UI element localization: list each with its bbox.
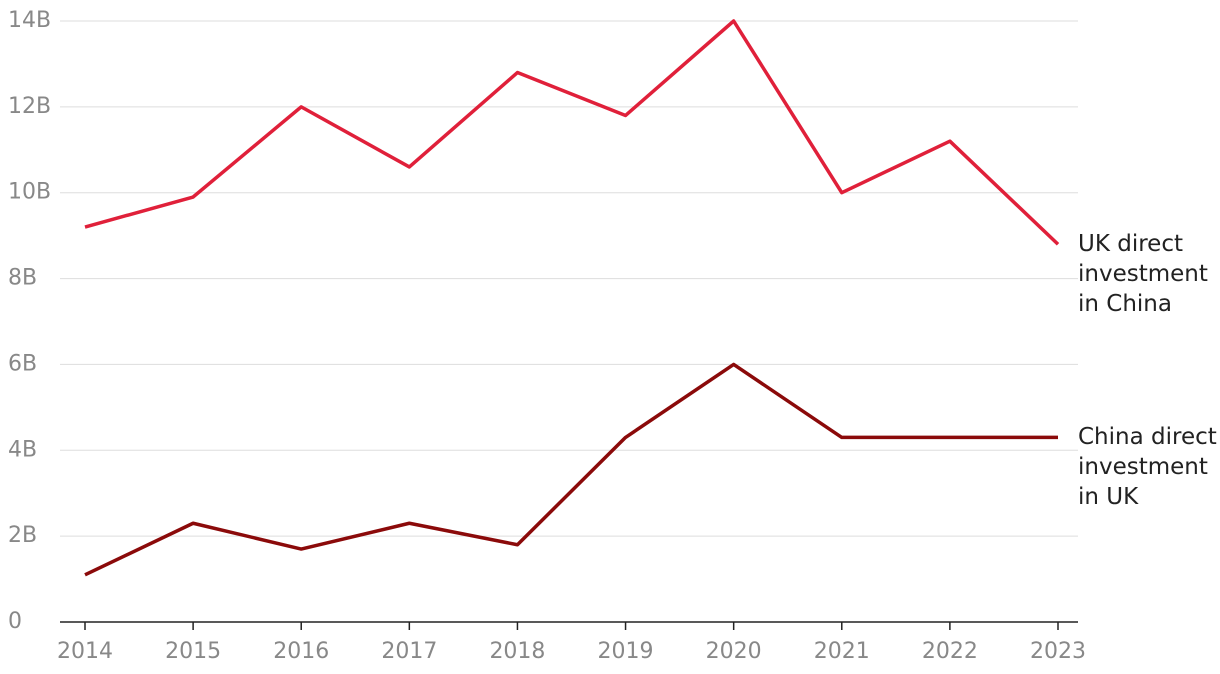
y-tick-label: 12B [8, 94, 51, 119]
series-line [84, 362, 1058, 577]
y-tick-label: 8B [8, 266, 37, 291]
y-tick-label: 4B [8, 437, 37, 462]
x-tick-label: 2021 [814, 639, 870, 664]
x-tick-label: 2014 [57, 639, 113, 664]
y-tick-label: 6B [8, 351, 37, 376]
series-label: China direct investment in UK [1078, 424, 1217, 511]
x-tick-label: 2018 [489, 639, 545, 664]
y-tick-label: 2B [8, 523, 37, 548]
x-tick-label: 2017 [381, 639, 437, 664]
y-tick-label: 10B [8, 180, 51, 205]
x-tick-label: 2022 [922, 639, 978, 664]
x-tick-label: 2016 [273, 639, 329, 664]
x-tick-label: 2019 [598, 639, 654, 664]
x-tick-label: 2015 [165, 639, 221, 664]
y-tick-label: 0 [8, 609, 22, 634]
y-tick-label: 14B [8, 8, 51, 33]
x-tick-label: 2020 [706, 639, 762, 664]
x-tick-label: 2023 [1030, 639, 1086, 664]
series-line [84, 19, 1060, 246]
series-label: UK direct investment in China [1078, 231, 1208, 318]
